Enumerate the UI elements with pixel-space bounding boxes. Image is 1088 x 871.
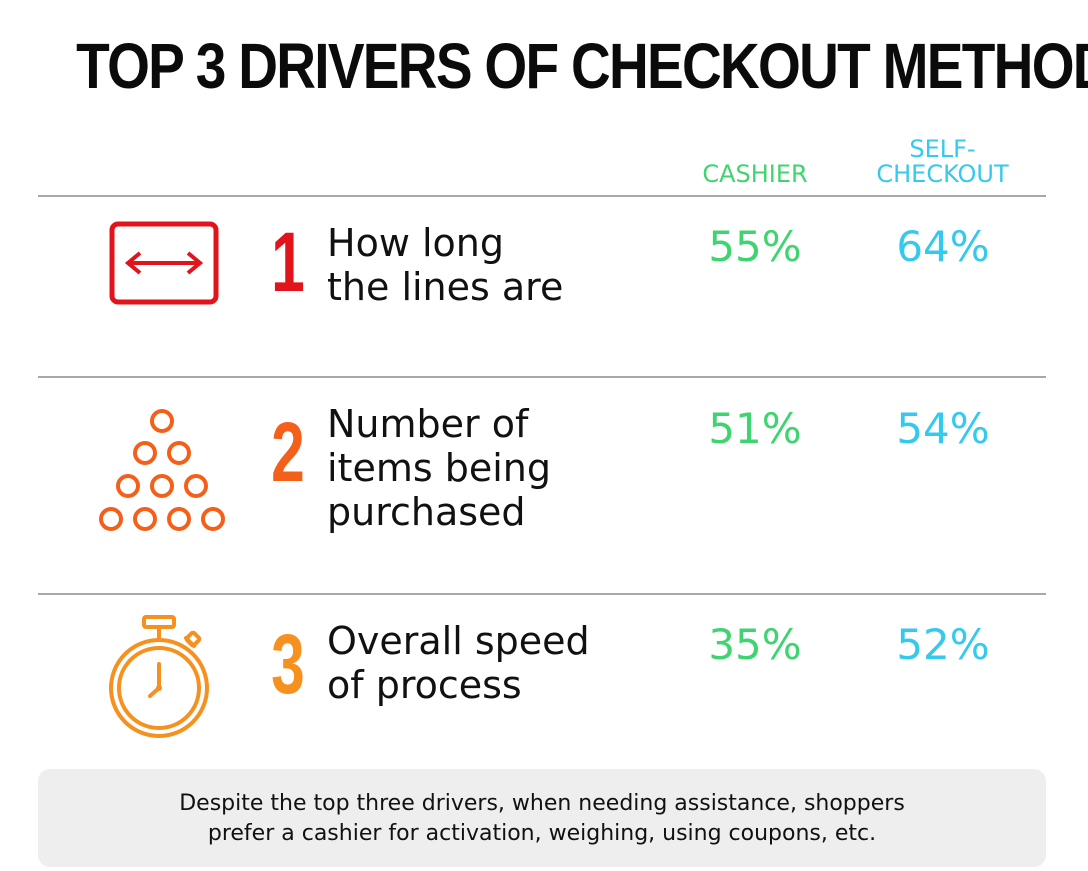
column-header-cashier: CASHIER (702, 160, 808, 188)
self-checkout-value: 54% (896, 404, 990, 453)
cashier-value: 35% (708, 620, 802, 669)
driver-label: Number of items being purchased (327, 402, 551, 534)
driver-label: How long the lines are (327, 221, 564, 309)
cashier-value: 55% (708, 222, 802, 271)
column-header-self-checkout: SELF- CHECKOUT (876, 135, 1009, 188)
divider (38, 195, 1046, 197)
rank-number: 1 (271, 215, 305, 309)
line-length-icon (108, 220, 220, 312)
footnote-text: Despite the top three drivers, when need… (179, 791, 905, 846)
rank-number: 3 (271, 617, 305, 711)
self-checkout-value: 52% (896, 620, 990, 669)
stopwatch-icon (106, 614, 216, 742)
divider (38, 593, 1046, 595)
cashier-value: 51% (708, 404, 802, 453)
self-checkout-value: 64% (896, 222, 990, 271)
stacked-items-icon (92, 406, 232, 540)
rank-number: 2 (271, 405, 305, 499)
footnote-box: Despite the top three drivers, when need… (38, 769, 1046, 867)
page-title: TOP 3 DRIVERS OF CHECKOUT METHOD (76, 30, 1088, 102)
driver-label: Overall speed of process (327, 619, 590, 707)
divider (38, 376, 1046, 378)
